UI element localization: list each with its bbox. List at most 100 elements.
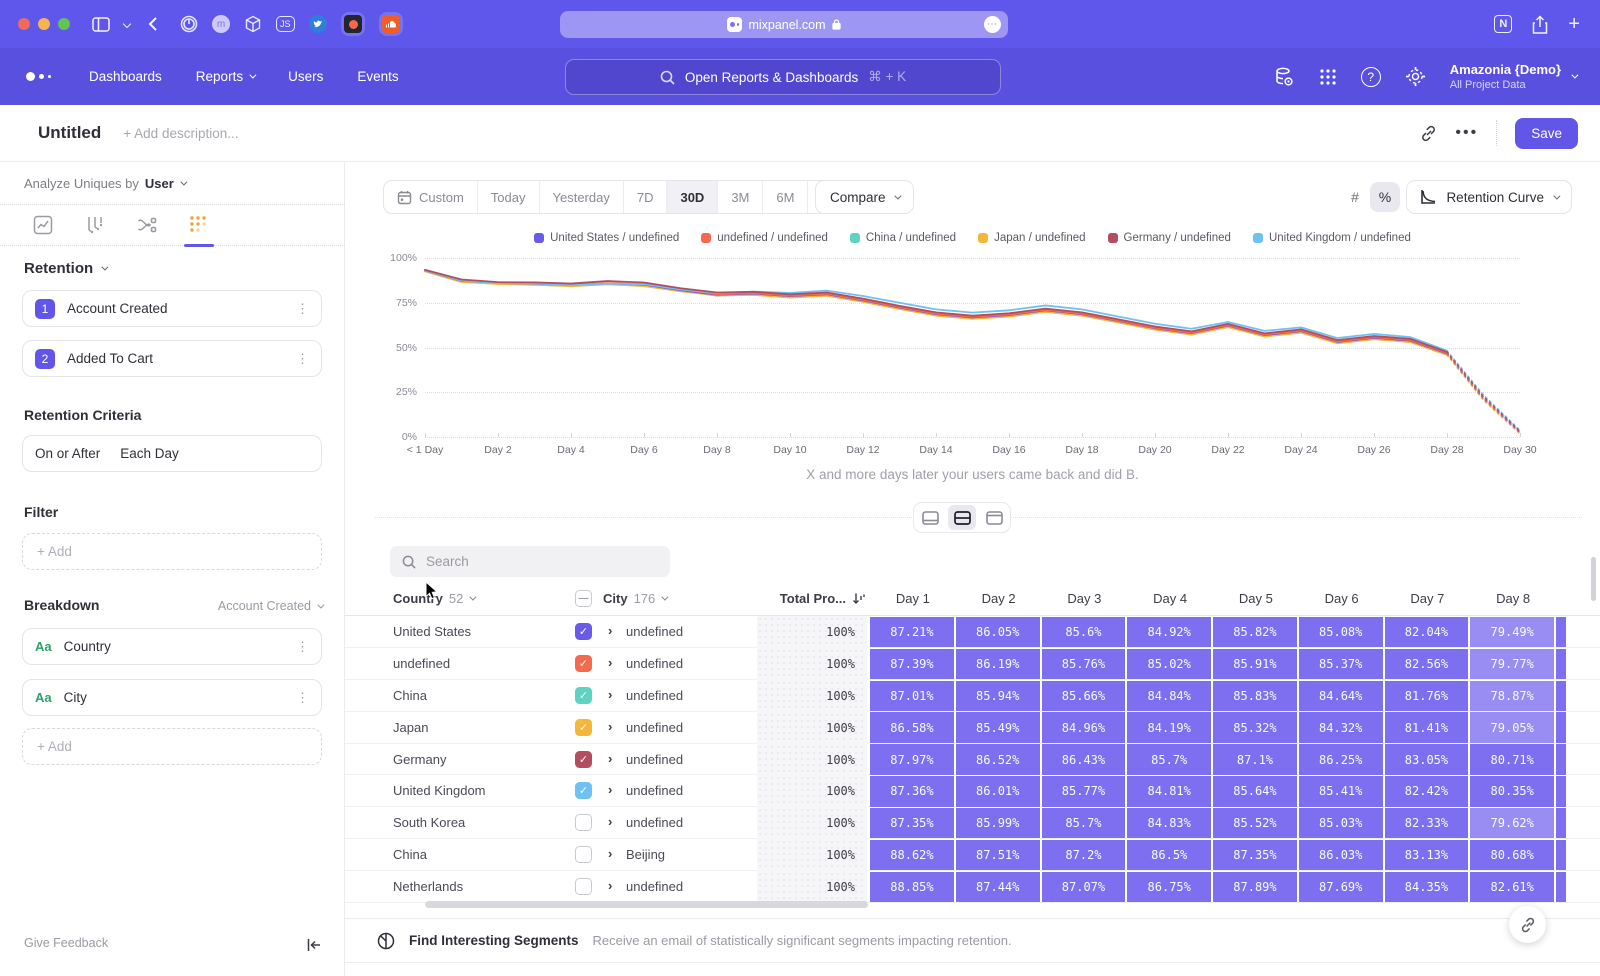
chart-type-button[interactable]: Retention Curve	[1406, 180, 1572, 214]
tab-retention[interactable]	[184, 210, 214, 247]
tab-insights[interactable]	[30, 210, 56, 240]
segments-title[interactable]: Find Interesting Segments	[409, 933, 579, 948]
url-more-icon[interactable]: ⋯	[984, 16, 1001, 33]
select-all-checkbox[interactable]: —	[575, 590, 592, 607]
compare-button[interactable]: Compare	[815, 180, 914, 214]
sidebar-toggle-icon[interactable]	[92, 16, 110, 32]
breakdown-city[interactable]: Aa City ⋮	[22, 679, 322, 716]
range-today[interactable]: Today	[478, 181, 540, 213]
expand-row-icon[interactable]: ›	[608, 718, 613, 734]
nav-users[interactable]: Users	[288, 69, 324, 84]
extension-avatar-icon[interactable]: m	[212, 15, 230, 33]
range-custom[interactable]: Custom	[384, 181, 478, 213]
table-row[interactable]: China › Beijing 100% 88.62% 87.51% 87.2% 86.5% 8…	[345, 839, 1600, 872]
nav-events[interactable]: Events	[357, 69, 399, 84]
row-checkbox-checked[interactable]: ✓	[575, 718, 592, 736]
range-7d[interactable]: 7D	[624, 181, 668, 213]
expand-row-icon[interactable]: ›	[608, 686, 613, 702]
extension-bird-icon[interactable]	[308, 15, 327, 33]
day-column-header[interactable]: Day 6	[1324, 591, 1359, 606]
retention-section-title[interactable]: Retention	[24, 260, 109, 277]
back-icon[interactable]	[148, 17, 158, 31]
range-yesterday[interactable]: Yesterday	[540, 181, 624, 213]
filter-add-button[interactable]: + Add	[22, 533, 322, 570]
extension-js-icon[interactable]: JS	[276, 16, 295, 32]
row-checkbox-checked[interactable]: ✓	[575, 782, 592, 800]
day-column-header[interactable]: Day 5	[1238, 591, 1273, 606]
row-checkbox[interactable]	[575, 846, 592, 864]
notion-icon[interactable]: N	[1494, 15, 1513, 33]
tab-flows[interactable]	[134, 210, 160, 240]
day-column-header[interactable]: Day 2	[981, 591, 1016, 606]
analyze-value[interactable]: User	[144, 176, 174, 191]
criteria-card[interactable]: On or After Each Day	[22, 435, 322, 472]
mixpanel-logo-icon[interactable]	[26, 72, 51, 81]
expand-row-icon[interactable]: ›	[608, 654, 613, 670]
table-row[interactable]: Germany ✓ › undefined 100% 87.97% 86.52% 86.43%…	[345, 743, 1600, 776]
table-row[interactable]: undefined ✓ › undefined 100% 87.39% 86.19% 85.7…	[345, 647, 1600, 680]
table-row[interactable]: China ✓ › undefined 100% 87.01% 85.94% 85.66% 84…	[345, 679, 1600, 712]
nav-reports[interactable]: Reports	[196, 69, 257, 84]
share-icon[interactable]	[1532, 14, 1548, 34]
row-checkbox-checked[interactable]: ✓	[575, 686, 592, 704]
breakdown-event-selector[interactable]: Account Created	[218, 599, 325, 613]
kebab-menu-icon[interactable]: ⋮	[296, 689, 309, 705]
kebab-menu-icon[interactable]: ⋮	[296, 350, 309, 366]
settings-gear-icon[interactable]	[1405, 66, 1426, 87]
expand-row-icon[interactable]: ›	[608, 750, 613, 766]
row-checkbox-checked[interactable]: ✓	[575, 750, 592, 768]
minimize-window-button[interactable]	[38, 18, 50, 30]
day-column-header[interactable]: Day 1	[895, 591, 930, 606]
extension-cube-icon[interactable]	[244, 15, 262, 33]
copy-link-icon[interactable]	[1420, 125, 1437, 142]
save-button[interactable]: Save	[1515, 117, 1578, 149]
vertical-scrollbar[interactable]	[1591, 557, 1596, 601]
maximize-window-button[interactable]	[58, 18, 70, 30]
country-column-header[interactable]: Country 52	[393, 591, 477, 606]
data-management-icon[interactable]	[1273, 66, 1295, 88]
total-column-header[interactable]: Total Pro...	[757, 591, 867, 606]
criteria-each-day[interactable]: Each Day	[120, 446, 179, 461]
view-chart-only-button[interactable]	[916, 505, 944, 530]
apps-grid-icon[interactable]	[1319, 68, 1337, 86]
expand-row-icon[interactable]: ›	[608, 878, 613, 894]
percent-format-button[interactable]: %	[1370, 182, 1400, 212]
collapse-sidebar-icon[interactable]	[307, 938, 322, 952]
close-window-button[interactable]	[18, 18, 30, 30]
new-tab-icon[interactable]: +	[1568, 12, 1580, 35]
range-3m[interactable]: 3M	[718, 181, 764, 213]
global-search[interactable]: Open Reports & Dashboards ⌘ + K	[565, 59, 1001, 95]
range-6m[interactable]: 6M	[763, 181, 809, 213]
table-row[interactable]: United Kingdom ✓ › undefined 100% 87.36% 86.01…	[345, 775, 1600, 808]
legend-item[interactable]: undefined / undefined	[701, 232, 828, 244]
extension-patreon-icon[interactable]	[340, 12, 365, 36]
table-row[interactable]: Japan ✓ › undefined 100% 86.58% 85.49% 84.96% 84…	[345, 711, 1600, 744]
help-icon[interactable]: ?	[1360, 66, 1381, 87]
row-checkbox[interactable]	[575, 814, 592, 832]
criteria-on-or-after[interactable]: On or After	[35, 446, 101, 461]
kebab-menu-icon[interactable]: ⋮	[296, 638, 309, 654]
horizontal-scrollbar[interactable]	[425, 901, 868, 908]
add-description[interactable]: + Add description...	[123, 125, 239, 141]
breakdown-country[interactable]: Aa Country ⋮	[22, 628, 322, 665]
table-row[interactable]: Netherlands › undefined 100% 88.85% 87.44% 87.…	[345, 871, 1600, 904]
expand-row-icon[interactable]: ›	[608, 782, 613, 798]
number-format-button[interactable]: #	[1351, 189, 1359, 205]
tab-funnels[interactable]	[82, 210, 108, 240]
expand-row-icon[interactable]: ›	[608, 846, 613, 862]
share-link-fab[interactable]	[1509, 906, 1546, 943]
legend-item[interactable]: United Kingdom / undefined	[1252, 232, 1411, 244]
row-checkbox-checked[interactable]: ✓	[575, 654, 592, 672]
extension-power-icon[interactable]	[180, 15, 198, 33]
extension-soundcloud-icon[interactable]	[378, 12, 403, 36]
day-column-header[interactable]: Day 4	[1153, 591, 1188, 606]
retention-chart[interactable]	[424, 258, 1521, 438]
project-switcher[interactable]: Amazonia {Demo} All Project Data	[1450, 62, 1579, 91]
view-split-button[interactable]	[948, 505, 976, 530]
city-column-header[interactable]: City 176	[603, 591, 669, 606]
step-added-to-cart[interactable]: 2 Added To Cart ⋮	[22, 340, 322, 377]
report-title[interactable]: Untitled	[38, 123, 102, 142]
step-account-created[interactable]: 1 Account Created ⋮	[22, 290, 322, 327]
row-checkbox-checked[interactable]: ✓	[575, 623, 592, 640]
view-table-only-button[interactable]	[980, 505, 1008, 530]
